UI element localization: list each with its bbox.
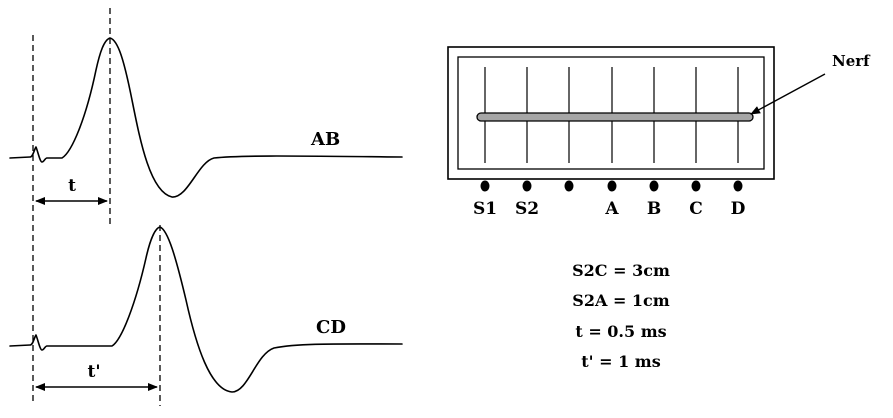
electrode-terminal bbox=[649, 180, 659, 192]
electrode-label-s1: S1 bbox=[473, 199, 497, 219]
electrode-terminal bbox=[480, 180, 490, 192]
trace-ab-label: AB bbox=[310, 129, 340, 150]
trace-ab-waveform bbox=[9, 37, 403, 198]
given-t: t = 0.5 ms bbox=[575, 322, 666, 341]
trace-cd-label: CD bbox=[316, 317, 346, 338]
electrode-terminal bbox=[733, 180, 743, 192]
interval-t-label: t bbox=[68, 176, 76, 196]
electrode-labels: S1 S2 A B C D bbox=[473, 199, 746, 219]
trace-ab: t AB bbox=[9, 8, 403, 226]
trace-cd-waveform bbox=[9, 226, 403, 393]
given-t-prime: t' = 1 ms bbox=[581, 352, 660, 371]
nerve-chamber: S1 S2 A B C D Nerf bbox=[447, 46, 871, 219]
electrode-label-d: D bbox=[731, 199, 746, 219]
electrode-terminal bbox=[522, 180, 532, 192]
electrode-label-s2: S2 bbox=[515, 199, 539, 219]
chamber-outer-frame bbox=[447, 46, 775, 180]
electrode-terminal bbox=[691, 180, 701, 192]
given-s2a: S2A = 1cm bbox=[572, 291, 670, 310]
given-values: S2C = 3cm S2A = 1cm t = 0.5 ms t' = 1 ms bbox=[572, 261, 670, 371]
chamber-inner-frame bbox=[457, 56, 765, 170]
electrode-terminal bbox=[607, 180, 617, 192]
electrode-label-a: A bbox=[604, 199, 619, 219]
recordings-panel: t AB t' CD bbox=[9, 8, 403, 406]
electrode-terminals bbox=[480, 180, 743, 192]
nerve-label: Nerf bbox=[832, 52, 871, 70]
given-s2c: S2C = 3cm bbox=[572, 261, 670, 280]
interval-t-prime-label: t' bbox=[87, 362, 100, 382]
electrode-label-b: B bbox=[647, 199, 661, 219]
nerve-fiber bbox=[476, 112, 754, 122]
nerve-pointer-arrow bbox=[750, 73, 826, 115]
trace-cd: t' CD bbox=[9, 225, 403, 406]
electrode-terminal bbox=[564, 180, 574, 192]
electrode-label-c: C bbox=[689, 199, 703, 219]
